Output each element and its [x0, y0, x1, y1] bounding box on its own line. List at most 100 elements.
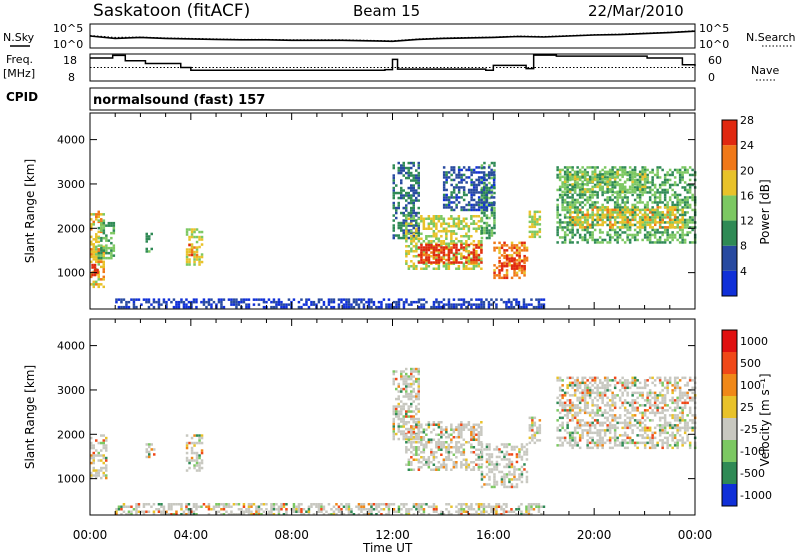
power-ylabel: Slant Range [km] — [23, 159, 37, 263]
power-colorbar-segment — [722, 245, 737, 271]
velocity-colorbar-tick: -25 — [740, 423, 758, 436]
beam-title: Beam 15 — [353, 2, 420, 20]
velocity-colorbar-segment — [722, 330, 737, 352]
nsearch-tick-bottom: 10^0 — [699, 38, 729, 51]
freq-tick-bottom: 8 — [68, 71, 75, 84]
power-region — [97, 219, 116, 260]
power-colorbar-segment — [722, 270, 737, 296]
nsky-tick-top: 10^5 — [53, 22, 83, 35]
time-tick-label: 12:00 — [375, 528, 410, 542]
power-colorbar-segment — [722, 220, 737, 246]
nave-label: Nave — [751, 64, 779, 77]
power-ytick-label: 1000 — [57, 267, 85, 280]
power-region — [417, 243, 483, 264]
power-panel-bg — [90, 113, 695, 309]
power-region — [558, 170, 647, 194]
velocity-colorbar-frame — [721, 329, 738, 507]
velocity-colorbar-segment — [722, 418, 737, 440]
velocity-colorbar-tick: 500 — [740, 357, 761, 370]
velocity-heatmap — [90, 367, 697, 516]
freq-label: Freq. — [6, 53, 33, 66]
power-colorbar-segment — [722, 195, 737, 221]
velocity-colorbar-segment — [722, 396, 737, 418]
velocity-panel-bg — [90, 319, 695, 515]
power-colorbar-tick: 8 — [740, 240, 747, 253]
power-colorbar-tick: 4 — [740, 265, 747, 278]
time-axis-label: Time UT — [362, 541, 413, 554]
time-tick-label: 08:00 — [274, 528, 309, 542]
nave-tick-bottom: 0 — [708, 71, 715, 84]
time-tick-label: 20:00 — [577, 528, 612, 542]
power-region — [185, 228, 204, 266]
velocity-region — [145, 443, 156, 459]
power-ytick-label: 4000 — [57, 134, 85, 147]
nsky-tick-bottom: 10^0 — [53, 38, 83, 51]
nsky-panel — [89, 23, 696, 49]
cpid-box — [89, 87, 696, 111]
power-colorbar-tick: 16 — [740, 189, 754, 202]
velocity-ylabel: Slant Range [km] — [23, 365, 37, 469]
power-axes: 1000 2000 3000 4000 — [57, 113, 696, 309]
velocity-ytick-label: 3000 — [57, 384, 85, 397]
power-region — [498, 254, 526, 270]
velocity-ytick-label: 1000 — [57, 473, 85, 486]
velocity-colorbar-tick: -1000 — [740, 489, 772, 502]
cpid-mode-text: normalsound (fast) 157 — [93, 93, 265, 108]
velocity-colorbar-tick: -100 — [740, 445, 765, 458]
power-ytick-label: 3000 — [57, 178, 85, 191]
velocity-region — [480, 443, 529, 489]
freq-series-group — [90, 54, 696, 71]
velocity-colorbar-segment — [722, 352, 737, 374]
nsky-line — [89, 30, 696, 43]
velocity-colorbar: 1000 500 100 25 -25 -100 -500 -1000 — [721, 329, 772, 507]
power-colorbar-tick: 28 — [740, 114, 754, 127]
velocity-region — [185, 434, 204, 472]
velocity-region — [528, 416, 542, 445]
power-colorbar-label: Power [dB] — [758, 179, 772, 244]
time-tick-label: 04:00 — [174, 528, 209, 542]
power-colorbar-frame — [721, 119, 738, 297]
power-colorbar-segment — [722, 170, 737, 196]
power-region — [528, 210, 542, 239]
date-title: 22/Mar/2010 — [588, 2, 684, 20]
velocity-colorbar-tick: 1000 — [740, 335, 768, 348]
power-ytick-label: 2000 — [57, 222, 85, 235]
velocity-colorbar-segment — [722, 462, 737, 484]
velocity-colorbar-segment — [722, 440, 737, 462]
power-colorbar-segment — [722, 145, 737, 171]
power-region — [188, 243, 199, 257]
velocity-colorbar-tick: 100 — [740, 379, 761, 392]
velocity-colorbar-segment — [722, 484, 737, 506]
freq-line — [90, 54, 696, 71]
nsearch-line — [89, 30, 696, 42]
velocity-colorbar-tick: -500 — [740, 467, 765, 480]
power-region — [442, 166, 496, 212]
freq-tick-top: 18 — [63, 54, 77, 67]
power-region — [569, 206, 684, 229]
cpid-label: CPID — [6, 90, 38, 104]
freq-unit-label: [MHz] — [3, 67, 35, 80]
time-axis-ticks: 00:00 04:00 08:00 12:00 16:00 20:00 00:00 — [73, 528, 713, 542]
velocity-axes: 1000 2000 3000 4000 — [57, 319, 696, 515]
nave-tick-top: 60 — [708, 54, 722, 67]
nsky-series-group — [89, 30, 696, 43]
velocity-colorbar-segment — [722, 374, 737, 396]
velocity-region — [90, 434, 108, 480]
time-tick-label: 16:00 — [476, 528, 511, 542]
station-title: Saskatoon (fitACF) — [93, 1, 250, 21]
nsearch-tick-top: 10^5 — [699, 22, 729, 35]
velocity-region — [556, 376, 697, 450]
velocity-ytick-label: 4000 — [57, 340, 85, 353]
nsky-label: N.Sky — [3, 31, 35, 44]
power-colorbar-tick: 12 — [740, 215, 754, 228]
time-tick-label: 00:00 — [73, 528, 108, 542]
velocity-colorbar-tick: 25 — [740, 401, 754, 414]
time-tick-label: 00:00 — [678, 528, 713, 542]
velocity-ytick-label: 2000 — [57, 428, 85, 441]
nsearch-label: N.Search — [746, 31, 796, 44]
power-colorbar-tick: 24 — [740, 139, 754, 152]
power-heatmap — [90, 161, 697, 309]
velocity-region — [405, 421, 483, 471]
power-colorbar: 4 8 12 16 20 24 28 — [721, 114, 754, 297]
